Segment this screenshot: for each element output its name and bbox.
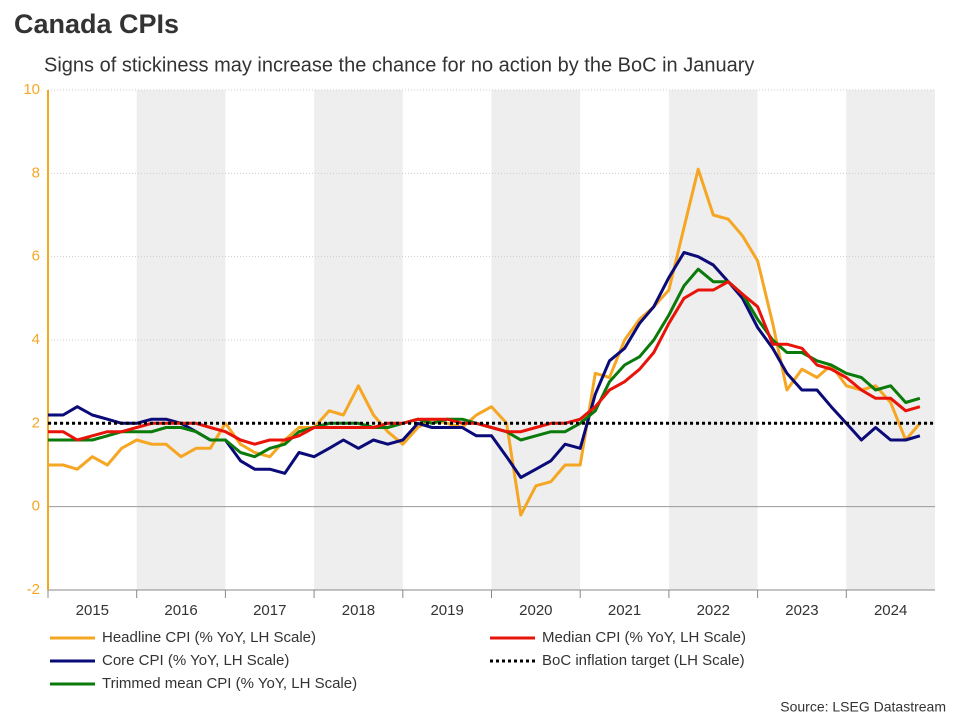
- legend-label: Core CPI (% YoY, LH Scale): [102, 652, 289, 669]
- legend-label: Headline CPI (% YoY, LH Scale): [102, 629, 316, 646]
- x-tick-label: 2024: [874, 602, 907, 619]
- y-tick-label: 0: [32, 498, 40, 515]
- chart-subtitle: Signs of stickiness may increase the cha…: [44, 54, 754, 76]
- x-tick-label: 2021: [608, 602, 641, 619]
- x-tick-label: 2022: [697, 602, 730, 619]
- y-tick-label: 4: [32, 331, 40, 348]
- x-tick-label: 2018: [342, 602, 375, 619]
- y-tick-label: -2: [27, 581, 40, 598]
- y-tick-label: 10: [23, 81, 40, 98]
- series-line: [48, 167, 922, 517]
- x-tick-label: 2015: [76, 602, 109, 619]
- chart-title: Canada CPIs: [14, 9, 179, 39]
- source: Source: LSEG Datastream: [780, 699, 946, 715]
- y-tick-label: 6: [32, 248, 40, 265]
- x-tick-label: 2020: [519, 602, 552, 619]
- y-tick-label: 2: [32, 414, 40, 431]
- legend-label: Median CPI (% YoY, LH Scale): [542, 629, 746, 646]
- x-tick-label: 2017: [253, 602, 286, 619]
- legend-label: BoC inflation target (LH Scale): [542, 652, 745, 669]
- x-tick-label: 2016: [164, 602, 197, 619]
- x-tick-label: 2023: [785, 602, 818, 619]
- x-tick-label: 2019: [430, 602, 463, 619]
- y-tick-label: 8: [32, 164, 40, 181]
- legend-label: Trimmed mean CPI (% YoY, LH Scale): [102, 675, 357, 692]
